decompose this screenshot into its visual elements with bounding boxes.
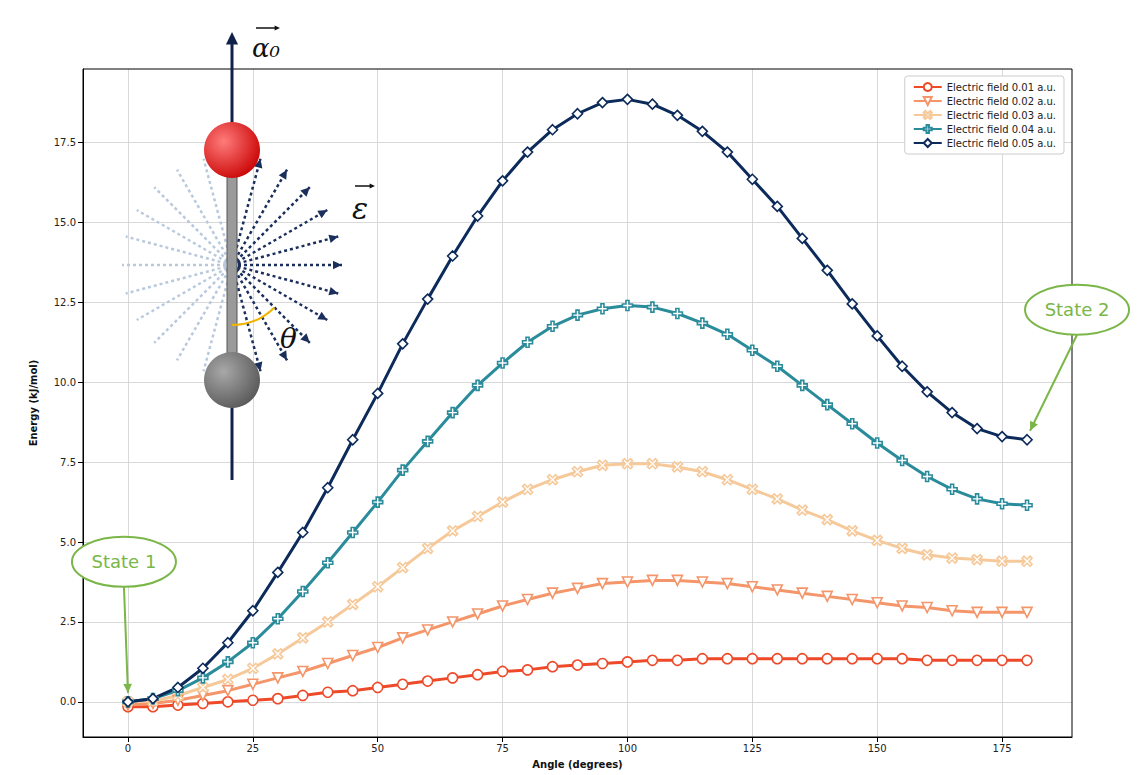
svg-text:50: 50 [371,743,384,754]
svg-text:12.5: 12.5 [54,297,76,308]
svg-text:State 1: State 1 [92,551,157,572]
svg-text:Electric field 0.01 a.u.: Electric field 0.01 a.u. [947,82,1056,93]
svg-text:17.5: 17.5 [54,137,76,148]
svg-text:Electric field 0.03 a.u.: Electric field 0.03 a.u. [947,110,1056,121]
svg-text:ε: ε [352,191,368,226]
svg-text:5.0: 5.0 [60,537,76,548]
svg-text:Electric field 0.02 a.u.: Electric field 0.02 a.u. [947,96,1056,107]
svg-text:Electric field 0.05 a.u.: Electric field 0.05 a.u. [947,138,1056,149]
svg-text:θ: θ [280,322,297,355]
svg-text:7.5: 7.5 [60,457,76,468]
svg-text:10.0: 10.0 [54,377,76,388]
svg-text:2.5: 2.5 [60,616,76,627]
svg-text:25: 25 [246,743,259,754]
svg-text:100: 100 [618,743,637,754]
svg-text:Electric field 0.04 a.u.: Electric field 0.04 a.u. [947,124,1056,135]
svg-text:75: 75 [496,743,509,754]
svg-text:15.0: 15.0 [54,217,76,228]
svg-text:Energy (kJ/mol): Energy (kJ/mol) [28,360,39,447]
svg-text:Angle (degrees): Angle (degrees) [532,759,622,770]
svg-text:150: 150 [868,743,887,754]
svg-text:0: 0 [125,743,131,754]
svg-text:125: 125 [743,743,762,754]
svg-text:α₀: α₀ [252,33,281,63]
svg-text:0.0: 0.0 [60,696,76,707]
svg-text:State 2: State 2 [1045,299,1110,320]
svg-text:175: 175 [993,743,1012,754]
